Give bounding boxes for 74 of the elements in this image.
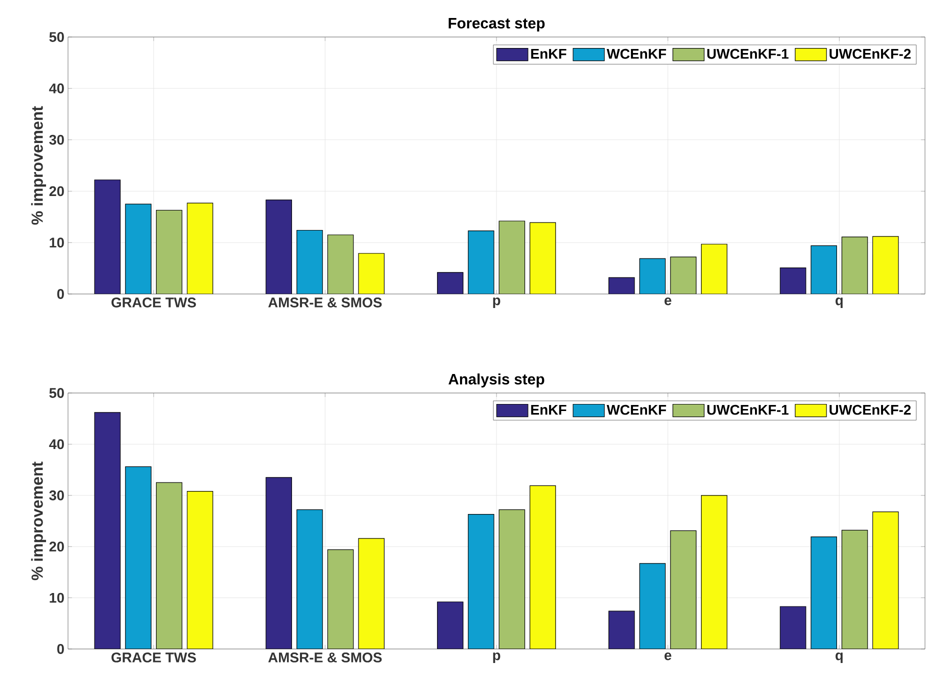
bar — [327, 234, 354, 294]
bar — [701, 495, 728, 649]
bar — [125, 204, 152, 294]
bar — [266, 477, 292, 649]
legend-label: WCEnKF — [606, 404, 666, 415]
x-tick-label: p — [493, 298, 500, 308]
legend-label: EnKF — [531, 48, 566, 59]
bar — [608, 610, 635, 649]
bar — [872, 236, 899, 294]
legend-label: UWCEnKF-1 — [707, 404, 789, 415]
x-tick-label: q — [836, 652, 843, 663]
bar — [872, 511, 899, 649]
legend-label: UWCEnKF-2 — [830, 404, 911, 415]
bar — [186, 490, 214, 649]
y-tick-label: 30 — [49, 134, 64, 145]
y-tick-label: 30 — [49, 490, 64, 500]
bar — [530, 485, 556, 649]
legend-label: WCEnKF — [606, 48, 666, 59]
x-tick-label: p — [493, 652, 500, 663]
legend-label: UWCEnKF-2 — [830, 48, 911, 59]
y-axis-title: % improvement — [31, 462, 46, 580]
bar — [156, 482, 182, 649]
y-tick-label: 40 — [49, 83, 64, 94]
bar — [156, 210, 182, 294]
y-tick-label: 20 — [49, 542, 64, 552]
y-tick-label: 50 — [49, 388, 64, 398]
bar — [468, 230, 494, 294]
bar — [498, 220, 526, 294]
x-tick-label: e — [664, 652, 672, 660]
y-tick-label: 40 — [49, 439, 64, 450]
x-tick-label: q — [836, 298, 843, 308]
x-tick-label: GRACE TWS — [112, 652, 196, 662]
legend-label: UWCEnKF-1 — [707, 48, 789, 59]
bar — [670, 256, 696, 294]
x-tick-label: AMSR-E & SMOS — [268, 652, 382, 662]
y-tick-label: 0 — [57, 289, 64, 299]
y-tick-label: 10 — [50, 592, 64, 603]
bar — [810, 536, 838, 649]
bar — [296, 230, 323, 294]
bar — [498, 509, 526, 649]
bar — [94, 180, 121, 294]
bar — [639, 563, 666, 649]
y-axis-title: % improvement — [31, 106, 46, 225]
bar — [810, 245, 838, 294]
bar — [296, 509, 323, 649]
bar — [358, 253, 385, 294]
x-tick-label: e — [664, 298, 672, 306]
bar — [780, 606, 806, 649]
bar — [780, 267, 806, 294]
bar — [530, 222, 556, 294]
bar — [639, 258, 666, 294]
bar — [266, 200, 292, 294]
x-tick-label: AMSR-E & SMOS — [268, 298, 382, 308]
bar — [186, 202, 214, 294]
chart-title: Forecast step — [448, 18, 545, 32]
bar — [327, 549, 354, 649]
bar — [437, 272, 464, 294]
bar — [670, 530, 696, 649]
x-tick-label: GRACE TWS — [112, 298, 196, 308]
bar — [701, 244, 728, 294]
bar — [468, 514, 494, 649]
chart-title: Analysis step — [448, 373, 544, 388]
bar — [125, 466, 152, 649]
legend-label: EnKF — [531, 404, 566, 415]
bar — [358, 538, 385, 649]
bar — [842, 236, 868, 294]
bar — [608, 277, 635, 294]
bar — [437, 602, 464, 649]
y-tick-label: 50 — [49, 32, 64, 42]
bar — [94, 412, 121, 649]
y-tick-label: 10 — [50, 238, 64, 248]
y-tick-label: 20 — [49, 186, 64, 196]
bar — [842, 530, 868, 649]
y-tick-label: 0 — [57, 644, 64, 654]
